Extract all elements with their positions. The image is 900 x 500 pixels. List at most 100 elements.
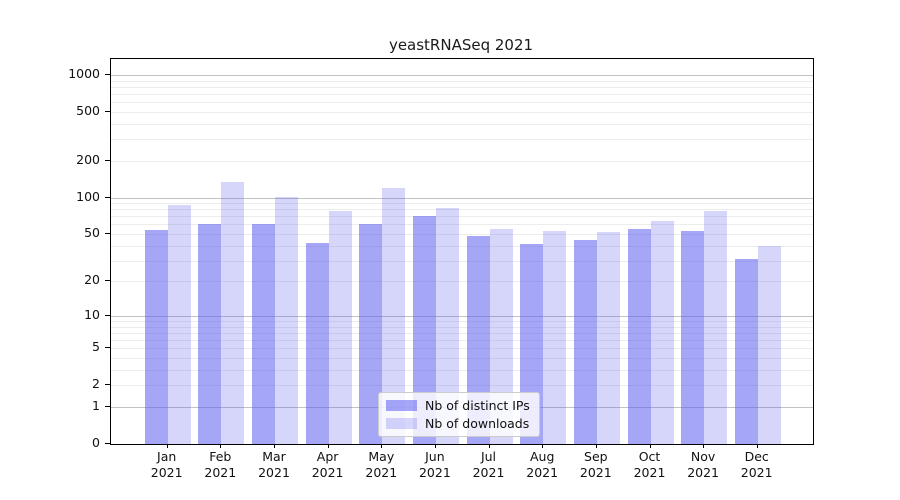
y-tick-mark [105, 280, 110, 282]
bar-downloads-feb [221, 181, 245, 444]
distinct-ips-swatch [386, 400, 417, 411]
minor-gridline [111, 340, 813, 342]
minor-gridline [111, 209, 813, 211]
legend-item-downloads: Nb of downloads [386, 416, 530, 431]
y-tick-label: 20 [84, 272, 100, 288]
bar-downloads-dec [757, 245, 781, 444]
y-tick-mark [105, 347, 110, 349]
minor-gridline [111, 216, 813, 218]
minor-gridline [111, 326, 813, 328]
y-tick-mark [105, 233, 110, 234]
minor-gridline [111, 260, 813, 262]
bar-downloads-may [382, 187, 406, 444]
legend: Nb of distinct IPs Nb of downloads [378, 392, 540, 437]
bar-ips-dec [734, 258, 758, 444]
minor-gridline [111, 94, 813, 95]
x-tick-mark [434, 444, 436, 448]
x-tick-mark [327, 444, 329, 448]
major-gridline [111, 315, 813, 317]
minor-gridline [111, 281, 813, 283]
minor-gridline [111, 234, 813, 235]
minor-gridline [111, 369, 813, 371]
legend-item-distinct-ips: Nb of distinct IPs [386, 398, 530, 413]
minor-gridline [111, 348, 813, 350]
bar-downloads-sep [596, 231, 620, 444]
y-tick-mark [105, 406, 110, 407]
x-tick-label: Dec 2021 [740, 449, 773, 480]
major-gridline [111, 74, 813, 76]
y-tick-label: 1000 [68, 65, 100, 81]
x-tick-label: Mar 2021 [258, 449, 290, 480]
x-tick-mark [649, 444, 651, 448]
bar-ips-jun [412, 216, 436, 444]
x-tick-mark [595, 444, 597, 448]
y-tick-mark [105, 314, 110, 316]
minor-gridline [111, 111, 813, 113]
x-tick-mark [542, 444, 544, 448]
bar-downloads-jun [435, 208, 459, 444]
minor-gridline [111, 160, 813, 162]
x-tick-label: Jul 2021 [472, 449, 505, 480]
x-tick-mark [274, 444, 275, 448]
legend-label: Nb of downloads [425, 416, 530, 431]
minor-gridline [111, 203, 813, 204]
y-tick-mark [105, 159, 110, 161]
y-tick-label: 0 [92, 435, 100, 450]
bar-ips-may [359, 223, 383, 444]
x-tick-label: Sep 2021 [579, 449, 612, 480]
bar-ips-feb [198, 223, 222, 444]
bar-ips-oct [627, 229, 651, 444]
y-tick-label: 5 [92, 339, 100, 355]
y-tick-mark [105, 443, 110, 444]
y-tick-label: 10 [84, 306, 100, 322]
bar-downloads-aug [543, 230, 567, 444]
chart-title: yeastRNASeq 2021 [388, 36, 534, 54]
bar-ips-apr [305, 243, 329, 444]
x-tick-label: Aug 2021 [526, 449, 559, 480]
bar-downloads-jul [489, 229, 513, 444]
y-tick-label: 200 [76, 151, 100, 167]
x-tick-mark [756, 444, 758, 448]
x-tick-label: Jan 2021 [150, 449, 183, 480]
minor-gridline [111, 102, 813, 104]
bar-ips-nov [681, 230, 705, 444]
minor-gridline [111, 80, 813, 82]
bar-downloads-nov [704, 211, 728, 444]
minor-gridline [111, 385, 813, 387]
bar-ips-jan [144, 229, 168, 444]
minor-gridline [111, 358, 813, 359]
y-tick-mark [105, 196, 110, 198]
major-gridline [111, 197, 813, 199]
minor-gridline [111, 123, 813, 125]
x-tick-mark [220, 444, 222, 448]
x-tick-mark [488, 444, 490, 448]
y-tick-label: 50 [84, 225, 100, 240]
minor-gridline [111, 321, 813, 322]
x-tick-label: Oct 2021 [633, 449, 666, 480]
minor-gridline [111, 224, 813, 226]
minor-gridline [111, 332, 813, 334]
minor-gridline [111, 245, 813, 247]
bar-ips-sep [573, 239, 597, 444]
minor-gridline [111, 86, 813, 88]
bar-ips-mar [252, 224, 275, 444]
minor-gridline [111, 139, 813, 141]
y-tick-label: 1 [92, 398, 100, 413]
x-tick-label: May 2021 [365, 449, 398, 480]
y-tick-label: 100 [76, 188, 100, 204]
x-tick-label: Nov 2021 [687, 449, 719, 480]
y-tick-mark [105, 384, 110, 386]
y-tick-mark [105, 110, 110, 112]
y-tick-label: 2 [92, 376, 100, 392]
x-tick-label: Feb 2021 [204, 449, 237, 480]
x-tick-mark [703, 444, 705, 448]
y-tick-label: 500 [76, 102, 100, 118]
y-tick-mark [105, 73, 110, 75]
bar-downloads-mar [275, 196, 298, 444]
downloads-swatch [386, 418, 417, 429]
x-tick-mark [381, 444, 383, 448]
x-tick-label: Jun 2021 [418, 449, 451, 480]
bar-downloads-oct [650, 221, 674, 444]
x-tick-label: Apr 2021 [311, 449, 344, 480]
